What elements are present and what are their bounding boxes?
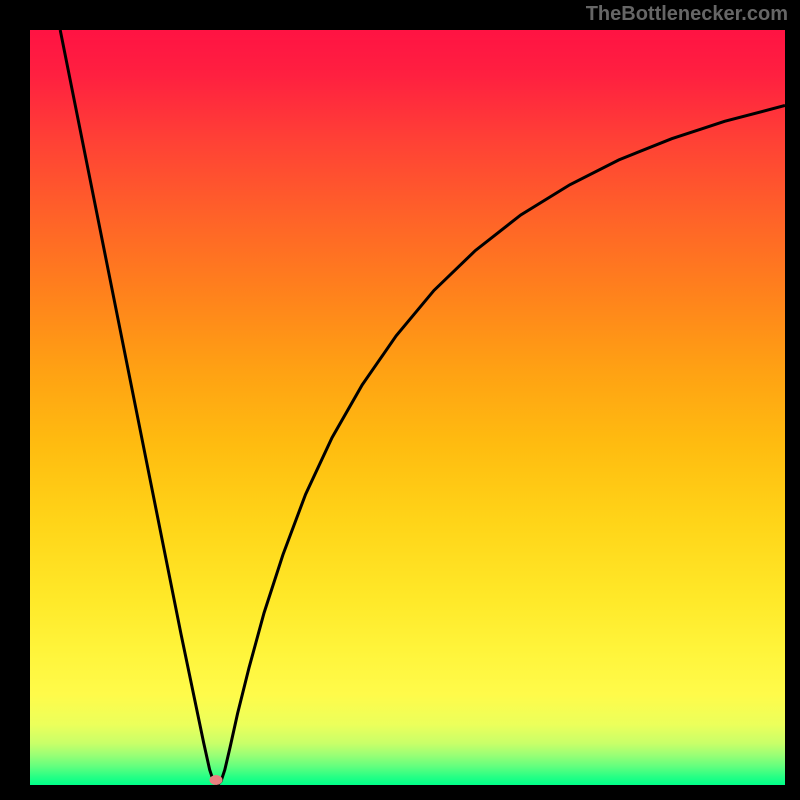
optimal-point-marker bbox=[209, 775, 222, 785]
chart-container: { "watermark": { "text": "TheBottlenecke… bbox=[0, 0, 800, 800]
plot-area bbox=[30, 30, 785, 785]
bottleneck-curve bbox=[30, 30, 785, 785]
curve-path bbox=[60, 30, 785, 785]
watermark-text: TheBottlenecker.com bbox=[586, 3, 788, 26]
